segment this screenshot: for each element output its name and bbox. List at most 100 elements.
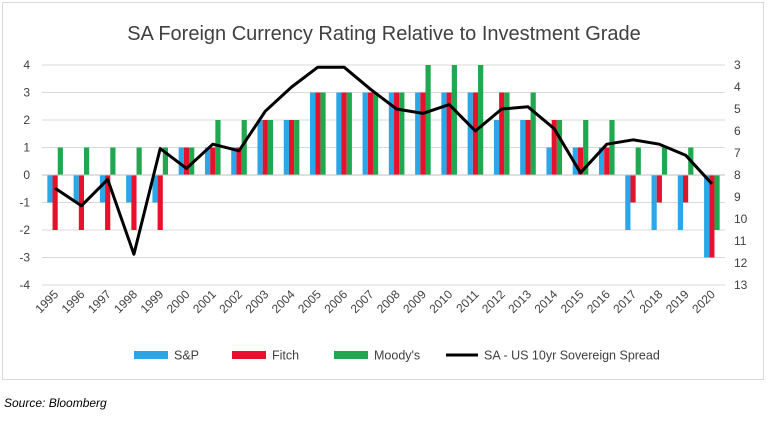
bar-fitch bbox=[630, 175, 636, 203]
bar-sp bbox=[231, 147, 237, 175]
x-tick-label: 2013 bbox=[505, 287, 534, 316]
bar-moodys bbox=[162, 147, 169, 175]
bar-sp bbox=[467, 92, 473, 175]
bar-sp bbox=[47, 175, 53, 203]
bar-moodys bbox=[530, 92, 536, 175]
spread-line-series bbox=[54, 65, 714, 256]
left-axis: 4 3 2 1 0 -1 -2 -3 -4 bbox=[19, 58, 30, 292]
x-tick-label: 1995 bbox=[32, 287, 61, 316]
bar-fitch bbox=[499, 92, 505, 175]
y-tick-label: -4 bbox=[19, 278, 30, 292]
bar-moodys bbox=[241, 120, 247, 175]
bar-sp bbox=[310, 92, 316, 175]
bar-fitch bbox=[367, 92, 373, 175]
bar-fitch bbox=[682, 175, 689, 203]
bar-moodys bbox=[320, 92, 326, 175]
legend-swatch-fitch bbox=[232, 351, 266, 359]
y2-tick-label: 9 bbox=[734, 190, 741, 204]
y2-tick-label: 3 bbox=[734, 58, 741, 72]
chart-title: SA Foreign Currency Rating Relative to I… bbox=[127, 23, 641, 45]
bar-sp bbox=[493, 120, 500, 175]
bar-sp bbox=[388, 92, 395, 175]
bar-sp bbox=[73, 175, 79, 203]
x-tick-label: 2009 bbox=[400, 287, 429, 316]
y-tick-label: -1 bbox=[19, 196, 30, 210]
bar-fitch bbox=[78, 175, 85, 230]
bar-series bbox=[47, 65, 720, 258]
x-tick-label: 2005 bbox=[295, 287, 324, 316]
bar-sp bbox=[520, 120, 526, 175]
bar-sp bbox=[677, 175, 683, 230]
bar-fitch bbox=[315, 92, 321, 175]
bar-moodys bbox=[399, 92, 405, 175]
bar-moodys bbox=[635, 147, 641, 175]
x-tick-label: 2006 bbox=[321, 287, 350, 316]
y-tick-label: -3 bbox=[19, 251, 30, 265]
bar-fitch bbox=[341, 92, 347, 175]
bar-fitch bbox=[210, 147, 216, 175]
y-tick-label: 1 bbox=[23, 141, 30, 155]
bar-sp bbox=[704, 175, 710, 258]
x-tick-label: 2016 bbox=[584, 287, 613, 316]
y-tick-label: -2 bbox=[19, 223, 30, 237]
x-tick-label: 1999 bbox=[138, 287, 167, 316]
bar-moodys bbox=[294, 120, 300, 175]
bar-fitch bbox=[288, 120, 295, 175]
bar-sp bbox=[283, 120, 289, 175]
x-tick-label: 2019 bbox=[663, 287, 692, 316]
x-tick-label: 2014 bbox=[532, 287, 561, 316]
bar-moodys bbox=[425, 65, 431, 175]
legend-label: Moody's bbox=[374, 349, 420, 363]
y2-tick-label: 5 bbox=[734, 102, 741, 116]
bar-fitch bbox=[105, 175, 111, 230]
bar-sp bbox=[336, 92, 342, 175]
bar-sp bbox=[204, 147, 211, 175]
x-tick-label: 2002 bbox=[216, 287, 245, 316]
bar-sp bbox=[152, 175, 158, 203]
bar-sp bbox=[598, 147, 605, 175]
legend-label: SA - US 10yr Sovereign Spread bbox=[484, 349, 660, 363]
x-tick-label: 2001 bbox=[190, 287, 219, 316]
bar-moodys bbox=[215, 120, 221, 175]
bar-sp bbox=[99, 175, 106, 203]
bar-sp bbox=[257, 120, 263, 175]
x-tick-label: 2020 bbox=[689, 287, 718, 316]
legend-label: S&P bbox=[174, 349, 199, 363]
y2-tick-label: 12 bbox=[734, 256, 748, 270]
bar-fitch bbox=[656, 175, 662, 203]
bar-moodys bbox=[57, 147, 63, 175]
bar-sp bbox=[178, 147, 184, 175]
bar-fitch bbox=[394, 92, 400, 175]
x-tick-label: 2000 bbox=[164, 287, 193, 316]
bar-moodys bbox=[267, 120, 274, 175]
x-tick-label: 2011 bbox=[453, 287, 481, 315]
bar-fitch bbox=[472, 92, 479, 175]
x-tick-label: 2010 bbox=[427, 287, 456, 316]
spread-line bbox=[54, 65, 714, 256]
y-tick-label: 3 bbox=[23, 86, 30, 100]
x-tick-label: 2003 bbox=[243, 287, 272, 316]
legend-label: Fitch bbox=[272, 349, 299, 363]
bar-fitch bbox=[525, 120, 531, 175]
bar-moodys bbox=[136, 147, 142, 175]
y-tick-label: 0 bbox=[23, 168, 30, 182]
y2-tick-label: 10 bbox=[734, 212, 748, 226]
bar-fitch bbox=[131, 175, 137, 230]
bar-fitch bbox=[157, 175, 163, 230]
x-tick-label: 2007 bbox=[348, 287, 377, 316]
y-tick-label: 4 bbox=[23, 58, 30, 72]
y2-tick-label: 13 bbox=[734, 278, 748, 292]
x-tick-label: 2015 bbox=[558, 287, 587, 316]
chart-frame bbox=[2, 2, 764, 380]
bar-moodys bbox=[504, 92, 510, 175]
bar-sp bbox=[126, 175, 132, 203]
legend-swatch-moodys bbox=[334, 351, 368, 359]
bar-fitch bbox=[577, 147, 584, 175]
bar-fitch bbox=[446, 92, 452, 175]
bar-moodys bbox=[714, 175, 720, 230]
y2-tick-label: 11 bbox=[734, 234, 747, 248]
bar-sp bbox=[546, 147, 552, 175]
bar-moodys bbox=[556, 120, 563, 175]
bar-moodys bbox=[189, 147, 195, 175]
bar-moodys bbox=[84, 147, 90, 175]
